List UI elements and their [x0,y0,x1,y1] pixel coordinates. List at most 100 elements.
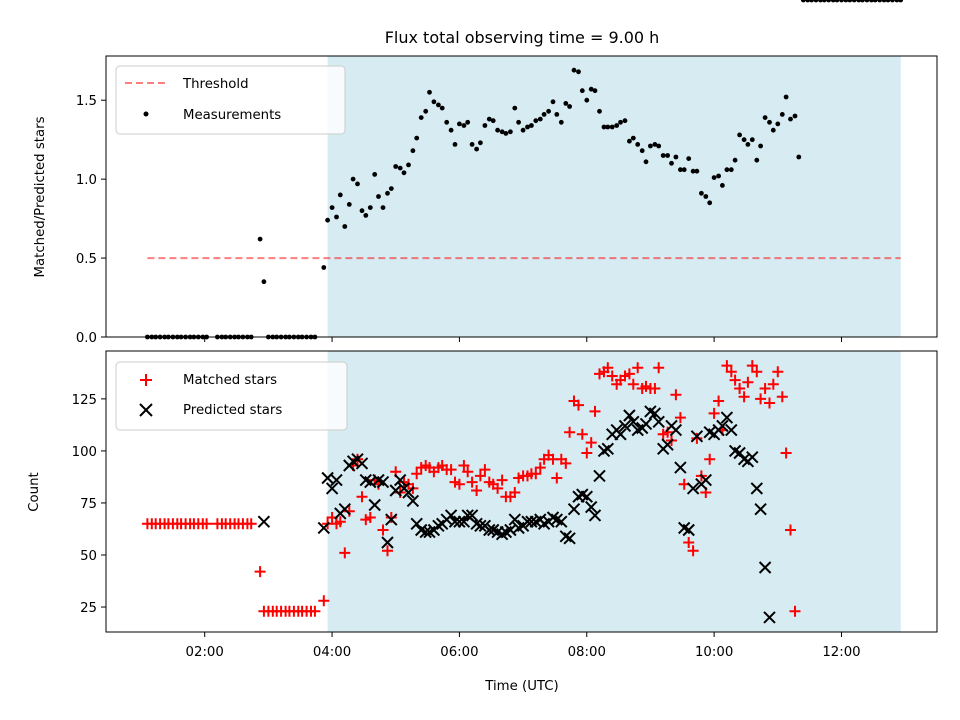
matched-star-point [445,464,457,476]
measurement-point [469,142,475,147]
matched-star-point [509,487,521,498]
predicted-star-point [674,461,687,474]
measurement-point [609,124,615,130]
measurement-point [851,0,857,3]
measurement-point [839,0,844,3]
predicted-star-point [652,415,665,429]
measurement-point [436,102,441,108]
matched-star-point [564,426,576,438]
y-tick-label: 1.5 [76,94,97,109]
y-tick-label: 100 [72,445,97,460]
measurement-point [423,108,429,114]
predicted-star-point [563,532,576,545]
measurement-point [385,190,390,196]
measurement-point [465,119,471,125]
bottom-y-ticks: 25 50 75 100 125 [72,393,106,616]
measurement-point [843,0,849,3]
legend-threshold-label: Threshold [182,77,249,92]
predicted-star-point [385,513,398,526]
matched-star-point [683,537,695,548]
measurement-point [452,142,458,147]
measurement-point [762,115,768,120]
measurement-point [325,217,330,223]
measurement-point [890,0,895,3]
predicted-star-point [555,515,568,528]
measurement-point [406,162,411,168]
measurement-point [805,0,811,3]
measurement-point [894,0,900,3]
measurement-point [856,0,862,3]
predicted-star-point [746,450,759,464]
measurement-point [529,123,534,128]
measurement-point [737,132,742,138]
matched-star-point [339,547,351,559]
x-tick-label: 10:00 [695,645,733,660]
matched-star-point [471,485,483,496]
measurement-point [758,143,763,149]
matched-star-point [670,389,682,401]
measurement-point [546,108,551,114]
measurement-point [678,167,683,173]
x-tick-label: 06:00 [440,645,478,660]
matched-star-point [581,447,593,459]
measurement-point [732,157,738,163]
predicted-star-point [588,509,602,522]
predicted-star-point [699,473,713,487]
matched-star-point [725,366,737,378]
measurement-point [788,116,793,122]
top-axes-frame [105,55,938,338]
matched-star-point [560,457,572,469]
matched-star-point [254,566,266,578]
bottom-panel: 25 50 75 100 125 02:00 04:00 06:00 08:00 10:00 12… [27,350,938,694]
matched-star-point [759,383,771,394]
measurement-point [716,173,721,179]
measurement-point [681,167,687,173]
predicted-star-point [584,500,598,514]
matched-star-point [492,482,504,494]
predicted-star-point [750,482,764,495]
predicted-star-point [406,494,420,508]
predicted-star-point [623,409,636,422]
matched-star-point [453,478,465,490]
matched-star-point [691,432,703,444]
predicted-star-point [368,498,381,512]
matched-star-point [721,360,733,372]
measurement-point [579,88,585,94]
bottom-legend: Matched stars Predicted stars [115,361,348,431]
predicted-star-point [465,509,479,522]
measurement-point [767,119,772,125]
x-tick-label: 12:00 [822,645,860,660]
measurement-point [627,138,632,144]
matched-star-point [334,516,346,528]
measurement-point [847,0,853,3]
measurement-point [601,124,607,130]
predicted-star-point [317,521,331,535]
measurement-point [363,213,369,218]
measurement-point [898,0,904,3]
measurement-point [639,148,645,154]
matched-star-point [551,472,563,484]
measurement-point [554,112,560,117]
predicted-star-point [601,442,615,456]
matched-star-point [742,376,754,388]
predicted-star-point [758,561,772,574]
legend-matched-label: Matched stars [183,373,277,388]
top-observing-window [327,56,901,337]
bottom-axes-frame [105,350,938,633]
measurement-point [597,108,602,114]
measurement-point [869,0,874,3]
y-tick-label: 1.0 [76,173,97,188]
measurement-point [490,118,496,124]
predicted-star-point [453,515,466,528]
matched-star-point [382,545,393,557]
x-axis-label: Time (UTC) [484,679,559,694]
predicted-star-point [432,519,445,533]
predicted-star-point [444,509,458,522]
predicted-star-point [763,611,776,624]
matched-star-point [479,464,491,476]
matched-star-point [534,462,546,474]
matched-star-point [746,360,758,372]
bottom-observing-window [327,351,901,632]
predicted-star-point [669,423,683,437]
measurement-point [614,123,620,128]
